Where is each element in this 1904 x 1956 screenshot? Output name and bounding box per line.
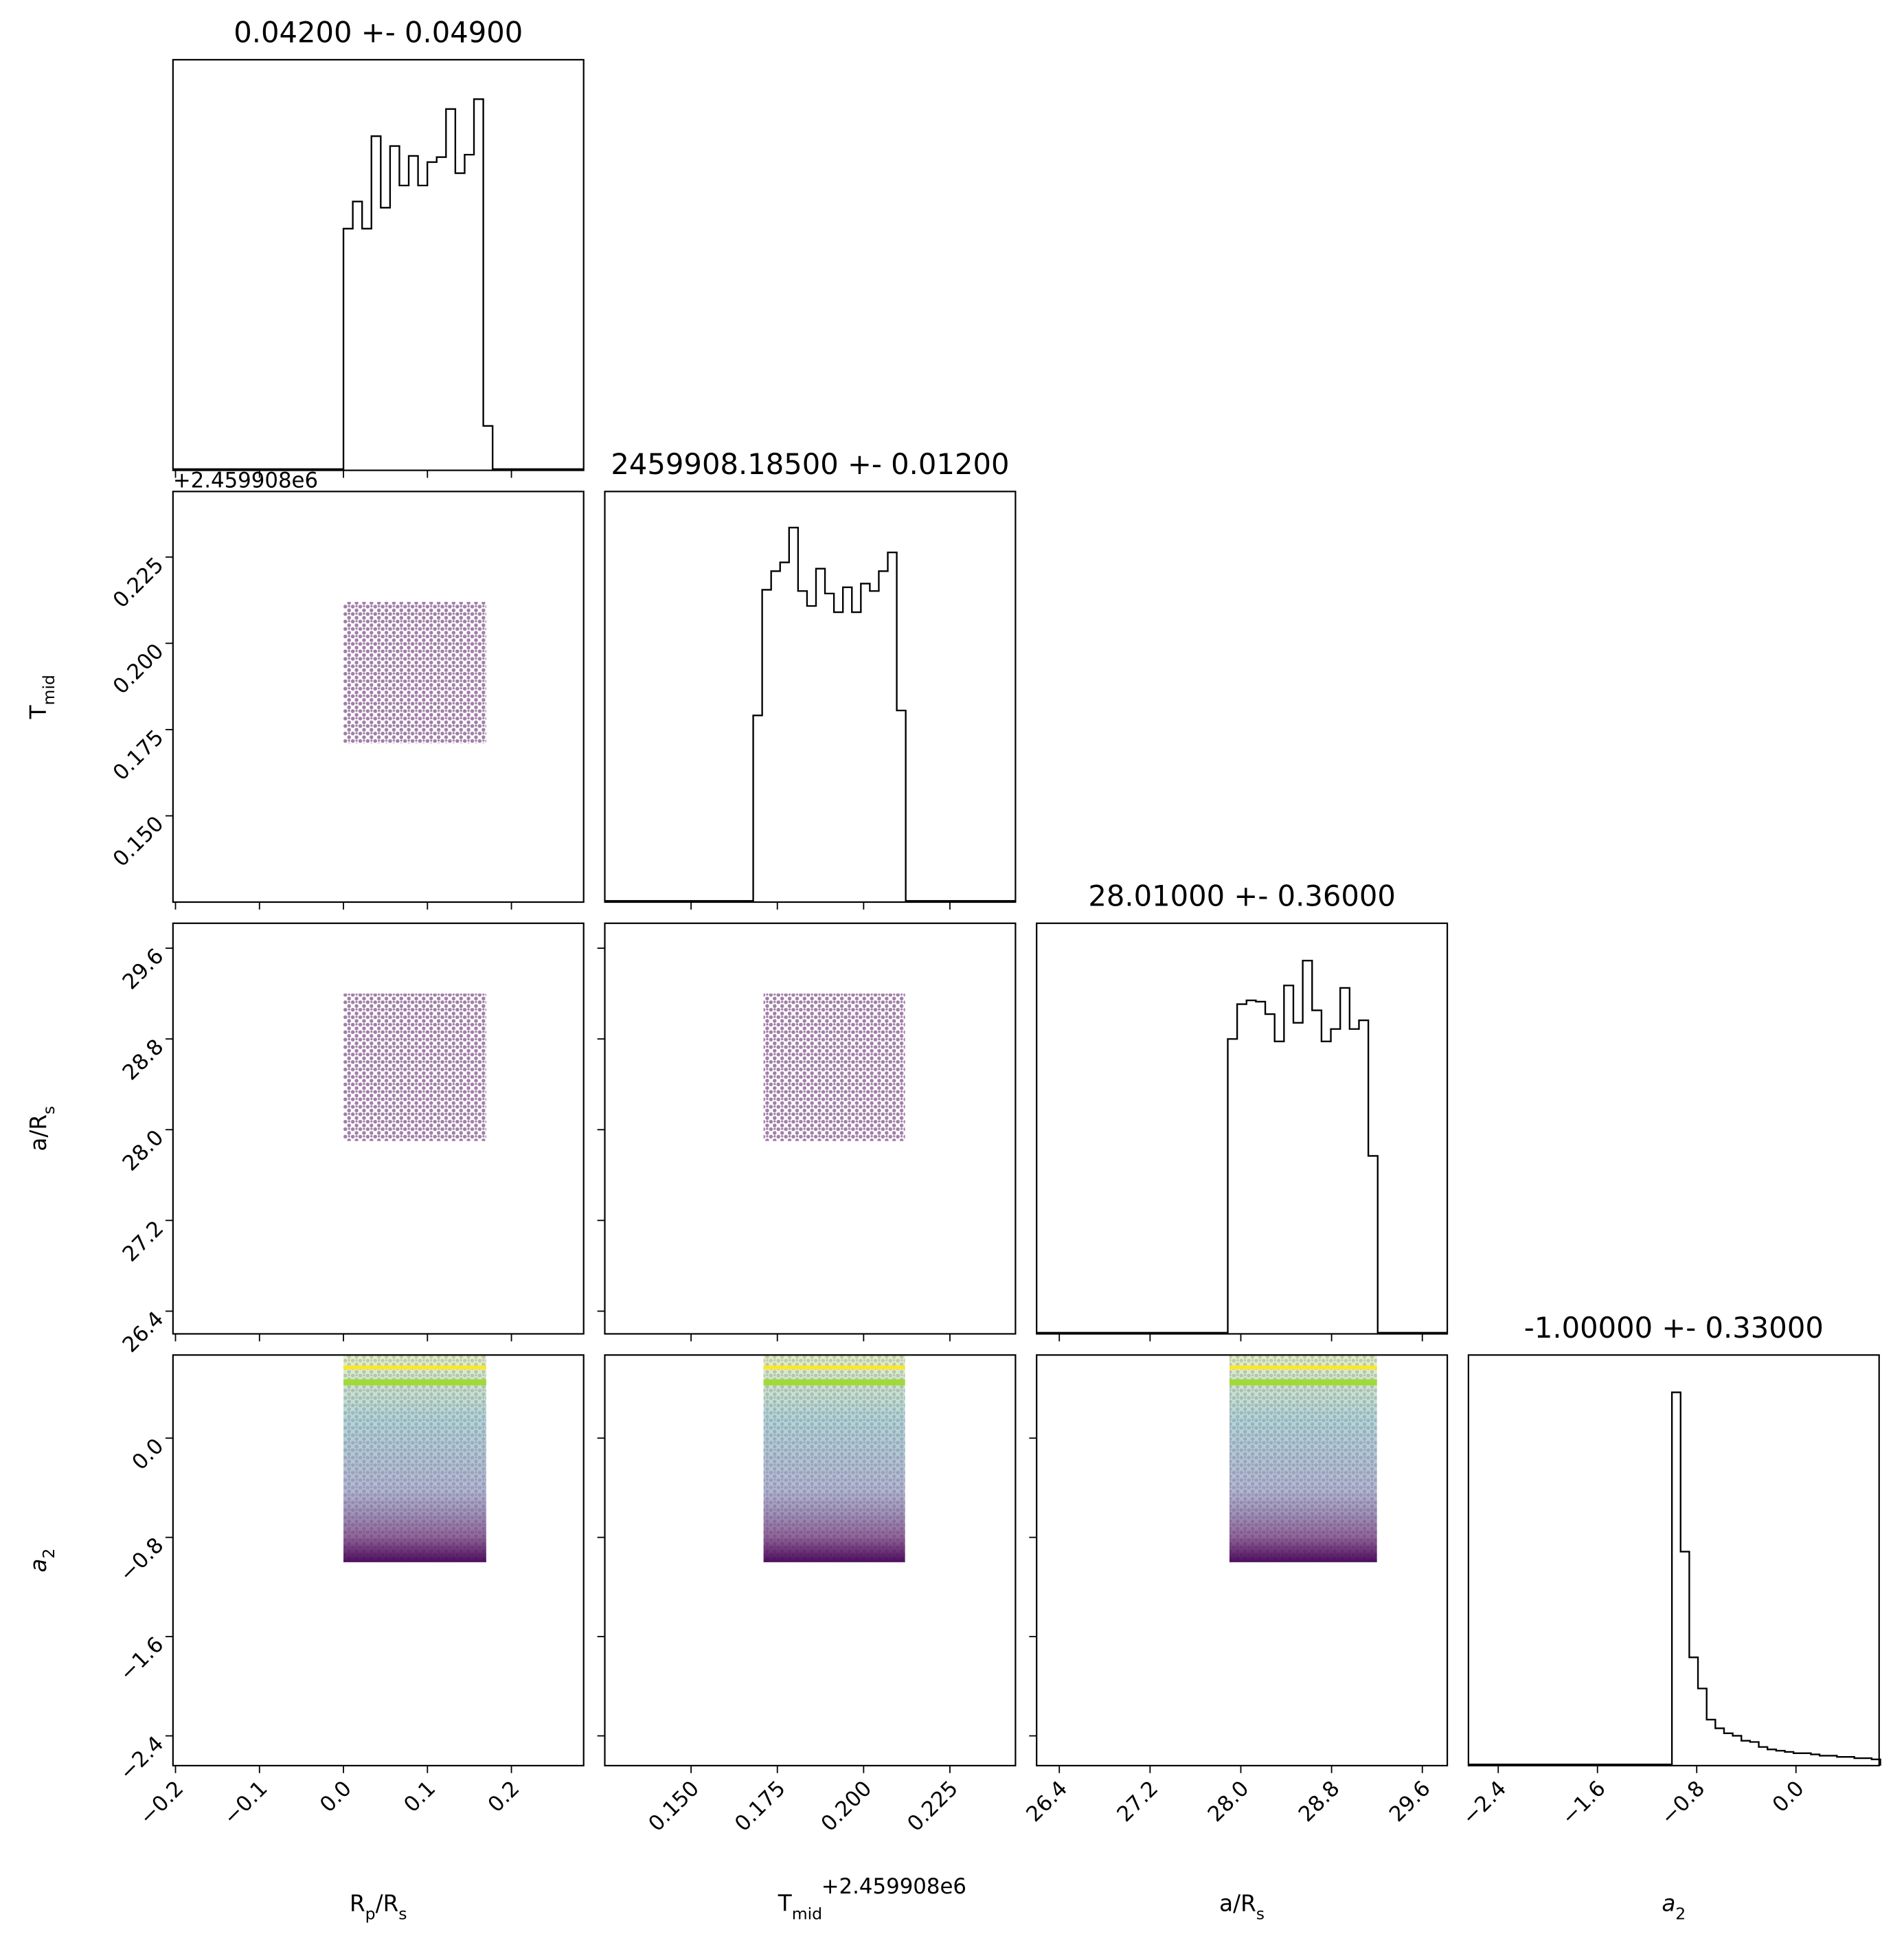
label-part: T — [778, 1891, 792, 1917]
x-tick-label: 28.8 — [1294, 1776, 1345, 1827]
panel-title: 2459908.18500 +- 0.01200 — [611, 447, 1009, 481]
axis-label: a2 — [1662, 1891, 1686, 1923]
axis-label: Tmid — [25, 675, 58, 719]
panel-frame — [172, 922, 585, 1335]
x-tick-label: −0.1 — [218, 1776, 272, 1830]
axis-label: a/Rs — [25, 1106, 58, 1151]
sample-cloud-texture — [763, 1355, 905, 1562]
axis-label: a/Rs — [1219, 1891, 1265, 1923]
x-tick-label: 0.200 — [816, 1776, 876, 1836]
sample-cloud-texture — [1229, 1355, 1377, 1562]
panel-title: 0.04200 +- 0.04900 — [234, 16, 523, 49]
x-tick-label: 0.2 — [483, 1776, 524, 1817]
x-tick-label: 28.0 — [1203, 1776, 1254, 1827]
panel-frame — [604, 922, 1017, 1335]
axis-label: Rp/Rs — [350, 1891, 407, 1923]
histogram — [752, 526, 907, 903]
panel-frame — [1467, 1354, 1880, 1766]
histogram — [1670, 1391, 1881, 1766]
x-tick-label: 0.0 — [315, 1776, 356, 1817]
label-part: s — [398, 1904, 407, 1923]
label-part: 2 — [38, 1549, 58, 1559]
label-part: 2 — [1675, 1904, 1686, 1923]
label-part: mid — [792, 1904, 822, 1923]
x-tick-label: −0.8 — [1656, 1776, 1710, 1830]
panel-frame — [604, 491, 1017, 903]
panel-frame — [1036, 922, 1449, 1335]
label-part: mid — [38, 675, 58, 705]
label-part: a/R — [25, 1114, 52, 1151]
y-tick-label: 0.175 — [109, 725, 169, 785]
y-tick-label: 0.200 — [109, 639, 169, 699]
offset-label: +2.459908e6 — [173, 468, 318, 493]
sample-cloud-texture — [343, 1355, 486, 1562]
histogram — [1227, 959, 1379, 1334]
sample-cloud — [763, 993, 905, 1141]
y-tick-label: 0.150 — [109, 811, 169, 872]
label-part: p — [365, 1904, 376, 1923]
x-tick-label: 26.4 — [1021, 1776, 1072, 1827]
x-tick-label: 27.2 — [1112, 1776, 1163, 1827]
histogram — [342, 98, 494, 471]
label-part: T — [25, 705, 52, 719]
offset-label: +2.459908e6 — [821, 1874, 966, 1899]
panel-frame — [172, 1354, 585, 1766]
x-tick-label: 0.150 — [644, 1776, 704, 1836]
panel-title: -1.00000 +- 0.33000 — [1524, 1311, 1824, 1345]
x-tick-label: 29.6 — [1385, 1776, 1436, 1827]
panel-frame — [172, 491, 585, 903]
y-tick-label: −0.8 — [115, 1533, 168, 1586]
label-part: s — [1256, 1904, 1265, 1923]
x-tick-label: −2.4 — [1458, 1776, 1511, 1830]
label-part: s — [38, 1106, 58, 1114]
axis-label: Tmid — [778, 1891, 822, 1923]
sample-cloud — [343, 993, 486, 1141]
x-tick-label: 0.1 — [399, 1776, 440, 1817]
label-part: a — [25, 1559, 52, 1573]
panel-frame — [604, 1354, 1017, 1766]
y-tick-label: 0.0 — [127, 1434, 168, 1475]
y-tick-label: 28.8 — [117, 1035, 168, 1086]
x-tick-label: 0.225 — [903, 1776, 963, 1836]
y-tick-label: 26.4 — [117, 1307, 168, 1358]
panel-title: 28.01000 +- 0.36000 — [1088, 879, 1396, 913]
x-tick-label: −1.6 — [1556, 1776, 1610, 1830]
panel-frame — [1036, 1354, 1449, 1766]
sample-cloud — [343, 602, 486, 743]
x-tick-label: 0.0 — [1768, 1776, 1809, 1817]
label-part: a — [1662, 1891, 1675, 1917]
y-tick-label: 0.225 — [109, 552, 169, 613]
y-tick-label: 28.0 — [117, 1125, 168, 1176]
x-tick-label: −0.2 — [135, 1776, 188, 1830]
label-part: R — [350, 1891, 365, 1917]
y-tick-label: 27.2 — [117, 1216, 168, 1267]
axis-label: a2 — [25, 1549, 58, 1573]
y-tick-label: 29.6 — [117, 944, 168, 995]
panel-frame — [172, 58, 585, 471]
label-part: /R — [376, 1891, 399, 1917]
y-tick-label: −2.4 — [115, 1731, 168, 1785]
y-tick-label: −1.6 — [115, 1632, 168, 1686]
label-part: a/R — [1219, 1891, 1256, 1917]
x-tick-label: 0.175 — [730, 1776, 791, 1836]
